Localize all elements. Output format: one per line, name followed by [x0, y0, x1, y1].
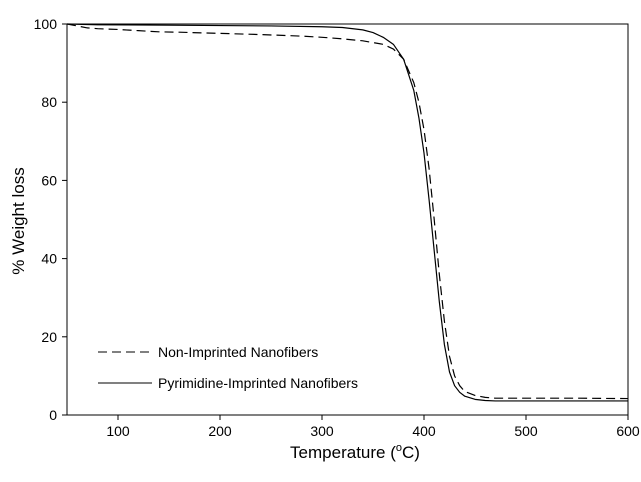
y-tick-label: 40	[41, 251, 57, 267]
plot-frame	[66, 23, 629, 416]
series-line-pyrimidine-imprinted	[66, 23, 628, 402]
x-tick-label: 100	[106, 423, 130, 439]
x-tick-label: 300	[310, 423, 334, 439]
y-tick-label: 0	[49, 407, 57, 423]
x-tick-label: 400	[412, 423, 436, 439]
x-axis-title: Temperature (oC)	[290, 442, 420, 462]
y-tick-label: 60	[41, 172, 57, 188]
x-tick-label: 600	[616, 423, 640, 439]
x-axis-title-superscript: o	[396, 442, 402, 454]
series-layer	[66, 23, 629, 402]
plot-border	[66, 23, 629, 416]
legend-label-pyrimidine-imprinted: Pyrimidine-Imprinted Nanofibers	[158, 375, 358, 391]
y-tick-label: 20	[41, 329, 57, 345]
y-tick-label: 80	[41, 94, 57, 110]
series-line-non-imprinted	[66, 23, 629, 400]
legend-label-non-imprinted: Non-Imprinted Nanofibers	[158, 344, 318, 360]
ticks-layer: 100 200 300 400 500 600 0 20 40 60 80 100	[34, 16, 640, 439]
x-axis-title-unit: C)	[402, 443, 420, 462]
x-tick-label: 200	[208, 423, 232, 439]
x-axis-title-main: Temperature (	[290, 443, 396, 462]
legend: Non-Imprinted Nanofibers Pyrimidine-Impr…	[98, 344, 358, 391]
y-tick-label: 100	[34, 16, 58, 32]
y-axis-title: % Weight loss	[9, 167, 28, 274]
x-tick-label: 500	[514, 423, 538, 439]
